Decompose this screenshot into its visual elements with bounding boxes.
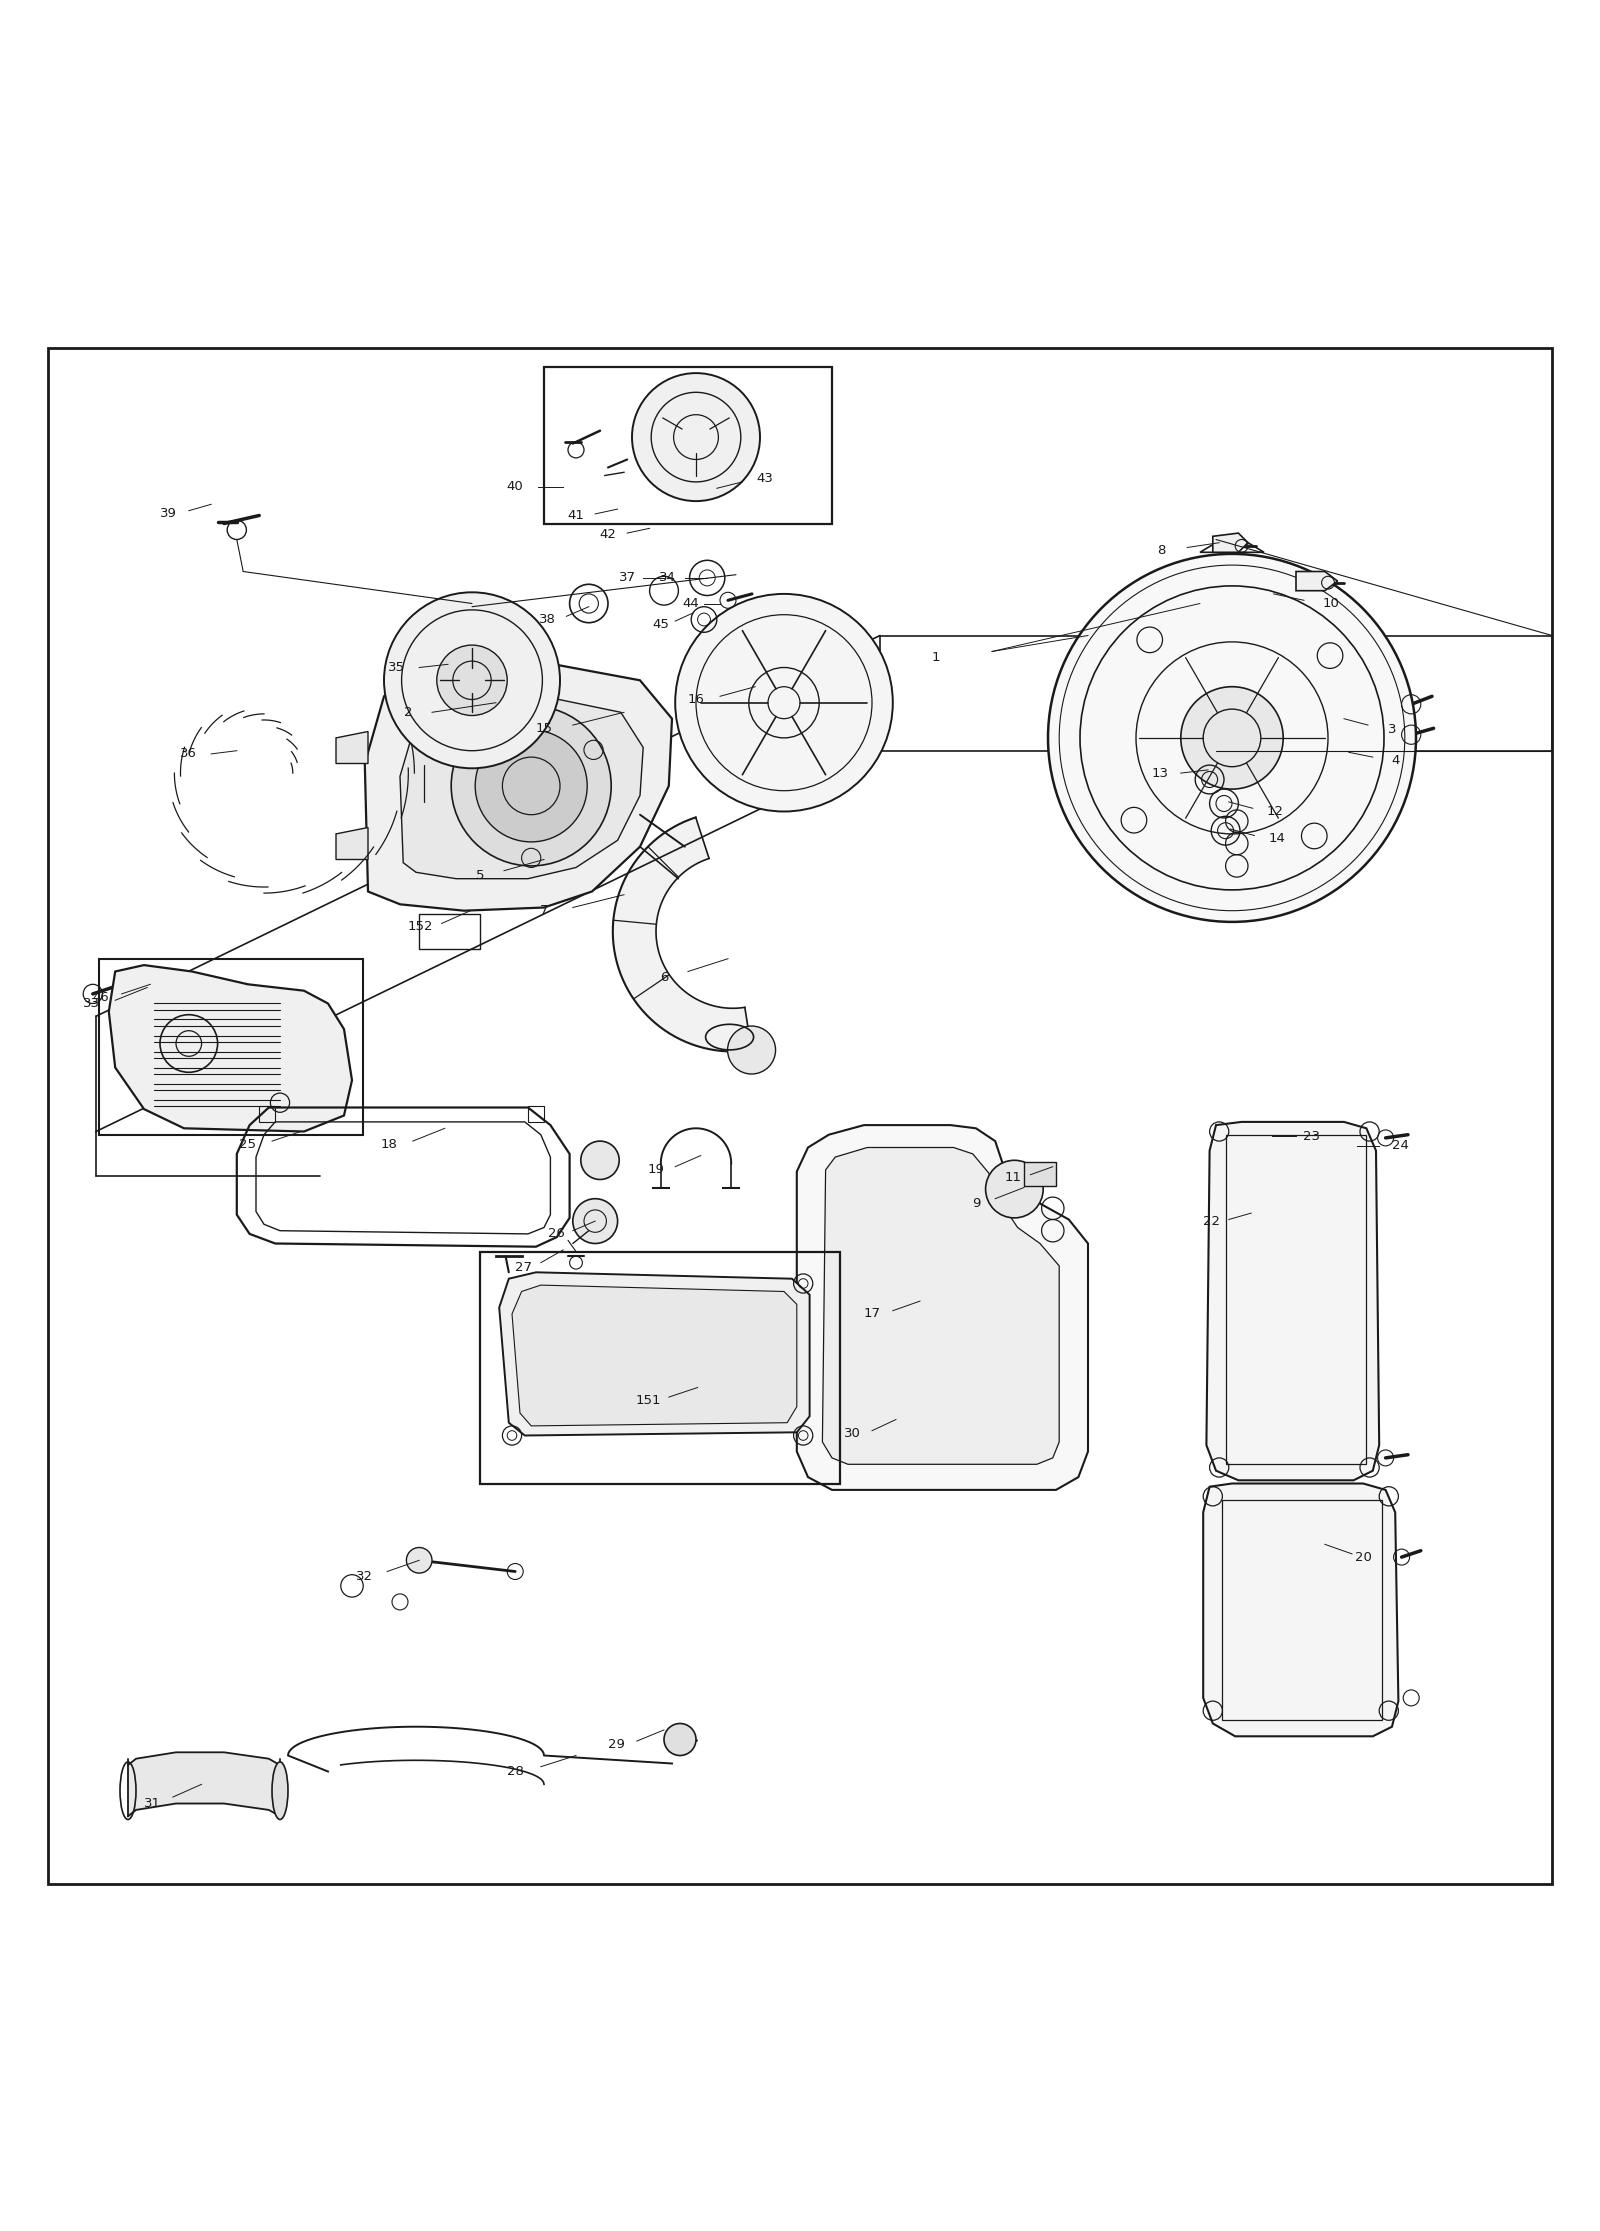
Circle shape [406,1548,432,1573]
Text: 28: 28 [507,1765,523,1778]
Circle shape [986,1160,1043,1218]
Bar [419,915,480,948]
Circle shape [632,373,760,502]
Bar [528,1107,544,1122]
Polygon shape [1296,571,1338,591]
Text: 12: 12 [1267,805,1283,819]
Text: 9: 9 [971,1198,981,1209]
Circle shape [581,1140,619,1180]
Text: 5: 5 [475,870,485,881]
Polygon shape [613,817,752,1051]
Polygon shape [822,1147,1059,1464]
Bar [99,959,363,1136]
Polygon shape [365,660,672,910]
Text: 33: 33 [83,997,99,1011]
Text: 13: 13 [1152,767,1168,779]
Text: 39: 39 [160,506,176,520]
Text: 32: 32 [357,1571,373,1582]
Text: 2: 2 [403,705,413,718]
Circle shape [437,645,507,716]
Bar [259,1107,275,1122]
Text: 40: 40 [507,480,523,493]
Polygon shape [1213,533,1248,553]
Text: 25: 25 [240,1138,256,1151]
Circle shape [475,730,587,841]
Circle shape [1181,687,1283,790]
Bar [480,1252,840,1484]
Bar [544,366,832,524]
Text: 22: 22 [1203,1214,1219,1227]
Text: 151: 151 [635,1394,661,1408]
Text: 8: 8 [1157,544,1166,558]
Text: 15: 15 [536,723,552,734]
Text: 7: 7 [539,904,549,917]
Text: 26: 26 [549,1227,565,1240]
Polygon shape [499,1272,810,1435]
Text: 29: 29 [608,1738,624,1751]
Text: 4: 4 [1390,754,1400,767]
Circle shape [728,1026,776,1073]
Text: 27: 27 [515,1261,531,1274]
Bar [1226,1136,1366,1464]
Text: 1: 1 [931,651,941,665]
Text: 11: 11 [1005,1171,1021,1185]
Text: 44: 44 [683,598,699,609]
Text: 16: 16 [688,694,704,705]
Text: 24: 24 [1392,1140,1408,1153]
Text: 36: 36 [181,747,197,761]
Text: 31: 31 [144,1796,160,1809]
Circle shape [451,705,611,866]
Text: 20: 20 [1355,1551,1371,1564]
Bar [1024,1162,1056,1187]
Text: 18: 18 [381,1138,397,1151]
Circle shape [1048,553,1416,921]
Text: 45: 45 [653,618,669,631]
Ellipse shape [272,1762,288,1820]
Text: 152: 152 [408,919,434,933]
Text: 46: 46 [93,991,109,1004]
Polygon shape [109,966,352,1131]
Text: 10: 10 [1323,598,1339,609]
Text: 34: 34 [659,571,675,585]
Polygon shape [1206,1122,1379,1481]
Text: 35: 35 [389,660,405,674]
Circle shape [384,591,560,767]
Text: 30: 30 [845,1428,861,1441]
Text: 6: 6 [659,970,669,984]
Text: 3: 3 [1387,723,1397,736]
Text: 14: 14 [1269,832,1285,846]
Polygon shape [336,732,368,763]
Circle shape [573,1198,618,1243]
Polygon shape [1203,1484,1398,1736]
Text: 37: 37 [619,571,635,585]
Circle shape [675,593,893,812]
Circle shape [664,1725,696,1756]
Polygon shape [400,694,643,879]
Bar [1222,1499,1382,1720]
Polygon shape [336,828,368,859]
Text: 23: 23 [1304,1129,1320,1142]
Text: 19: 19 [648,1162,664,1176]
Text: 41: 41 [568,509,584,522]
Text: 38: 38 [539,614,555,627]
Polygon shape [797,1124,1088,1490]
Text: 17: 17 [864,1307,880,1321]
Text: 43: 43 [757,473,773,484]
Polygon shape [512,1285,797,1426]
Text: 42: 42 [600,529,616,542]
